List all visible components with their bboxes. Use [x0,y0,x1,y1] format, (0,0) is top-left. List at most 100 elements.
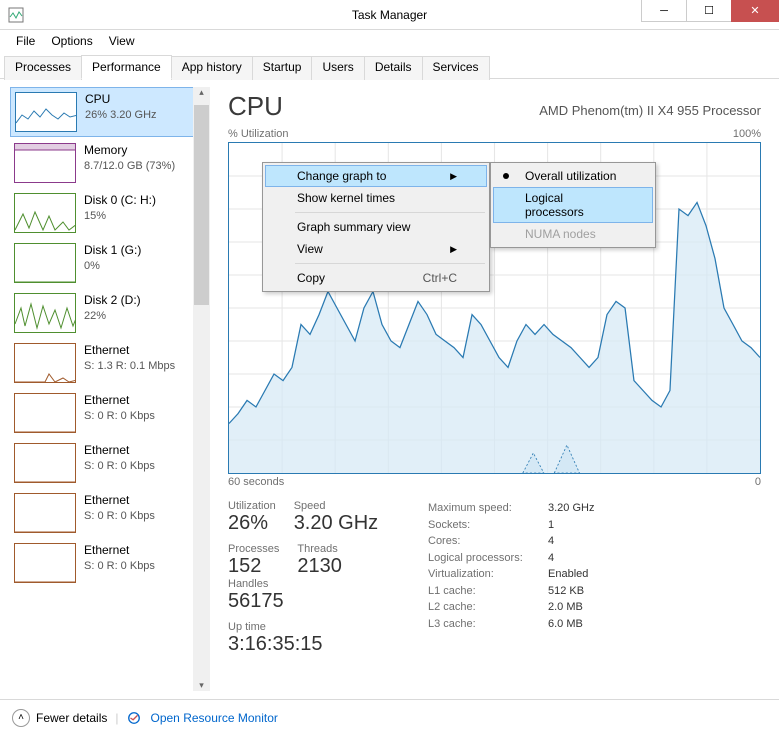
submenu-arrow-icon: ▶ [450,171,457,182]
tab-app-history[interactable]: App history [171,56,253,80]
menu-item-view[interactable]: View▶ [265,238,487,260]
fewer-details-link[interactable]: Fewer details [36,711,107,725]
cpu-model: AMD Phenom(tm) II X4 955 Processor [539,103,761,118]
radio-dot-icon [503,173,509,179]
menu-item-graph-summary-view[interactable]: Graph summary view [265,216,487,238]
sidebar-item-cpu[interactable]: CPU 26% 3.20 GHz [10,87,206,137]
submenu-arrow-icon: ▶ [450,244,457,255]
menu-item-label: NUMA nodes [525,227,596,241]
sidebar-item-name: CPU [85,92,157,108]
sidebar-thumb-icon [14,543,76,583]
stat-val: 2.0 MB [548,599,583,616]
menu-item-copy[interactable]: Copy Ctrl+C [265,267,487,289]
resource-monitor-icon [127,711,141,725]
maximize-button[interactable]: ☐ [686,0,732,22]
tab-startup[interactable]: Startup [252,56,313,80]
menu-item-label: Show kernel times [297,191,395,205]
context-menu: Change graph to▶ Show kernel times Graph s… [262,162,490,292]
sidebar-item-disk-1-g-[interactable]: Disk 1 (G:) 0% [10,239,206,287]
sidebar-item-stat: 0% [84,259,141,273]
sidebar-item-ethernet[interactable]: Ethernet S: 0 R: 0 Kbps [10,389,206,437]
tabbar: ProcessesPerformanceApp historyStartupUs… [0,54,779,79]
sidebar-item-stat: S: 0 R: 0 Kbps [84,509,155,523]
stat-value: 56175 [228,590,284,613]
sidebar-item-stat: 8.7/12.0 GB (73%) [84,159,175,173]
menu-file[interactable]: File [8,32,43,50]
stat-value: 2130 [297,555,342,578]
chevron-up-icon[interactable]: ˄ [12,709,30,727]
app-icon [8,7,24,23]
sidebar-item-disk-0-c-h-[interactable]: Disk 0 (C: H:) 15% [10,189,206,237]
close-button[interactable]: ✕ [731,0,779,22]
stat-key: Virtualization: [428,566,548,583]
menu-view[interactable]: View [101,32,143,50]
stat-val: 6.0 MB [548,616,583,633]
sidebar-item-ethernet[interactable]: Ethernet S: 0 R: 0 Kbps [10,489,206,537]
tab-users[interactable]: Users [311,56,364,80]
sidebar-item-ethernet[interactable]: Ethernet S: 1.3 R: 0.1 Mbps [10,339,206,387]
sidebar-item-stat: S: 0 R: 0 Kbps [84,409,155,423]
stat-val: 512 KB [548,583,584,600]
sidebar-item-stat: S: 0 R: 0 Kbps [84,559,155,573]
stat-label: Up time [228,621,323,633]
stat-label: Processes [228,543,279,555]
tab-performance[interactable]: Performance [81,55,172,79]
footer: ˄ Fewer details | Open Resource Monitor [0,699,779,735]
menu-separator [295,263,485,264]
stat-value: 152 [228,555,279,578]
sidebar-item-disk-2-d-[interactable]: Disk 2 (D:) 22% [10,289,206,337]
stat-value: 3:16:35:15 [228,633,323,656]
sidebar-item-memory[interactable]: Memory 8.7/12.0 GB (73%) [10,139,206,187]
sidebar-item-stat: 26% 3.20 GHz [85,108,157,122]
tab-processes[interactable]: Processes [4,56,82,80]
tab-services[interactable]: Services [422,56,490,80]
sidebar-thumb-icon [14,443,76,483]
sidebar-thumb-icon [14,243,76,283]
stat-value: 3.20 GHz [294,512,378,535]
sidebar-item-name: Disk 2 (D:) [84,293,141,309]
stat-val: Enabled [548,566,588,583]
menu-item-label: Graph summary view [297,220,410,234]
stat-label: Speed [294,500,378,512]
stat-key: L2 cache: [428,599,548,616]
menu-shortcut: Ctrl+C [423,271,457,285]
stats-right: Maximum speed:3.20 GHzSockets:1Cores:4Lo… [428,500,761,664]
minimize-button[interactable]: ─ [641,0,687,22]
sidebar-item-name: Ethernet [84,493,155,509]
sidebar-thumb-icon [14,293,76,333]
sidebar: CPU 26% 3.20 GHz Memory 8.7/12.0 GB (73%… [0,79,210,699]
resource-monitor-link[interactable]: Open Resource Monitor [151,711,278,725]
stat-val: 4 [548,550,554,567]
sidebar-thumb-icon [14,343,76,383]
chart-xlabel-right: 0 [755,476,761,488]
stat-key: L3 cache: [428,616,548,633]
window-title: Task Manager [352,8,427,22]
stat-val: 1 [548,517,554,534]
menu-item-change-graph-to[interactable]: Change graph to▶ [265,165,487,187]
sidebar-item-stat: S: 0 R: 0 Kbps [84,459,155,473]
menu-item-numa-nodes: NUMA nodes [493,223,653,245]
sidebar-item-name: Ethernet [84,443,155,459]
menu-item-show-kernel-times[interactable]: Show kernel times [265,187,487,209]
sidebar-scrollbar[interactable]: ▴ ▾ [193,87,210,691]
stat-label: Utilization [228,500,276,512]
stat-key: Sockets: [428,517,548,534]
page-title: CPU [228,91,283,122]
sidebar-item-stat: 22% [84,309,141,323]
tab-details[interactable]: Details [364,56,423,80]
sidebar-item-ethernet[interactable]: Ethernet S: 0 R: 0 Kbps [10,539,206,587]
menu-item-overall-utilization[interactable]: Overall utilization [493,165,653,187]
sidebar-item-ethernet[interactable]: Ethernet S: 0 R: 0 Kbps [10,439,206,487]
menu-item-logical-processors[interactable]: Logical processors [493,187,653,223]
scrollbar-thumb[interactable] [194,105,209,305]
menu-item-label: Logical processors [525,191,623,219]
stat-key: Logical processors: [428,550,548,567]
window-controls: ─ ☐ ✕ [642,0,779,22]
sidebar-item-name: Memory [84,143,175,159]
sidebar-item-name: Ethernet [84,543,155,559]
menu-options[interactable]: Options [43,32,100,50]
menu-item-label: Copy [297,271,325,285]
menu-separator [295,212,485,213]
sidebar-item-stat: 15% [84,209,156,223]
sidebar-item-name: Disk 0 (C: H:) [84,193,156,209]
